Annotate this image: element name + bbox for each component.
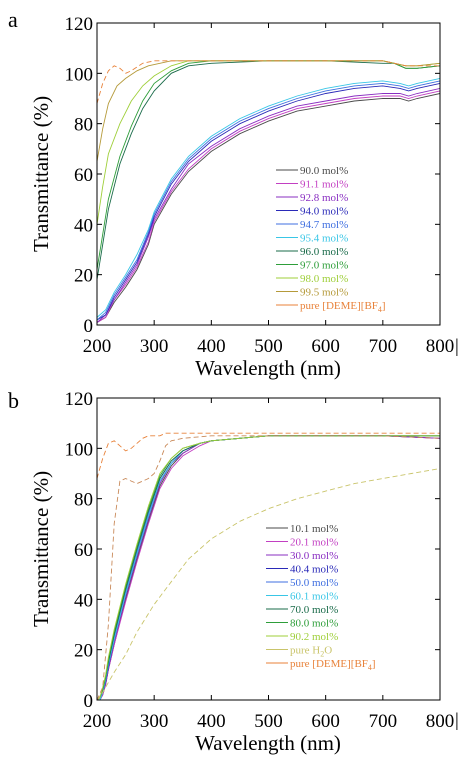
panel-b-series-11 — [96, 435, 441, 701]
panel-b-series-4 — [97, 435, 440, 701]
panel-a-frame — [96, 22, 441, 326]
panel-a-ytick-label: 80 — [74, 115, 93, 136]
panel-b-series-2 — [97, 435, 441, 701]
panel-a-ytick-label: 20 — [74, 266, 93, 287]
panel-a-letter: a — [8, 7, 18, 32]
panel-b-legend-label: 70.0 mol% — [290, 604, 338, 616]
panel-b-series-5 — [97, 435, 440, 701]
panel-a-xtick-label: 300 — [140, 336, 169, 357]
panel-a-series-3 — [96, 82, 441, 321]
panel-b-ytick-label: 20 — [74, 641, 93, 662]
panel-b-ytick-label: 80 — [74, 490, 93, 511]
panel-b-legend-label: 10.1 mol% — [290, 523, 338, 535]
panel-a-ylabel: Transmittance (%) — [29, 96, 53, 252]
panel-b-series-10 — [96, 432, 440, 479]
panel-b-ytick-label: 120 — [65, 389, 94, 410]
panel-b-legend-label: 60.1 mol% — [290, 591, 338, 603]
panel-b-xtick-label: 500 — [254, 711, 283, 732]
panel-a-legend-label: 99.5 mol% — [300, 287, 348, 299]
panel-b-series-6 — [96, 435, 440, 701]
panel-a-series-7 — [96, 60, 441, 270]
panel-b-xtick-label: 700 — [369, 711, 398, 732]
panel-b-plot — [96, 432, 441, 701]
panel-a-legend-label: 97.0 mol% — [300, 260, 348, 272]
panel-b-ytick-label: 100 — [65, 439, 94, 460]
panel-b-ytick-label: 0 — [84, 691, 94, 712]
panel-a-series-5 — [96, 77, 441, 318]
panel-a-legend-label: 94.0 mol% — [300, 206, 348, 218]
panel-b: b Transmittance (%) Wavelength (nm) | 20… — [8, 388, 459, 755]
panel-b-xlabel: Wavelength (nm) — [195, 731, 341, 755]
panel-b-series-8 — [96, 435, 440, 701]
panel-a-legend-label: 98.0 mol% — [300, 273, 348, 285]
panel-a-ytick-label: 60 — [74, 165, 93, 186]
panel-b-xtick-label: 600 — [311, 711, 340, 732]
panel-a-legend-label: 96.0 mol% — [300, 246, 348, 258]
panel-b-xtick-trail: | — [455, 710, 459, 731]
panel-a-ticks: 200 300 400 500 600 700 800 0 20 40 60 80 100 120 — [65, 14, 455, 357]
panel-a-series-2 — [96, 87, 441, 323]
panel-a-legend-label: 95.4 mol% — [300, 233, 348, 245]
panel-a-xtick-trail: | — [455, 336, 459, 357]
panel-b-series-1 — [97, 435, 441, 701]
panel-b-legend-label: 90.2 mol% — [290, 631, 338, 643]
panel-a-legend: 90.0 mol% 91.1 mol%92.8 mol% 94.0 mol%94.7… — [276, 165, 386, 314]
panel-a-series-8 — [96, 60, 441, 225]
panel-a-ytick-label: 120 — [65, 14, 94, 35]
panel-a-legend-label: 91.1 mol% — [300, 179, 348, 191]
panel-b-legend-label: 40.4 mol% — [290, 564, 338, 576]
panel-a-ytick-label: 100 — [65, 64, 94, 85]
panel-a-ytick-label: 40 — [74, 215, 93, 236]
panel-a-xtick-label: 600 — [311, 336, 340, 357]
panel-b-frame — [96, 397, 441, 701]
panel-a-xtick-label: 700 — [369, 336, 398, 357]
panel-b-letter: b — [8, 388, 19, 413]
panel-a-legend-label: pure [DEME][BF4] — [300, 300, 386, 314]
panel-b-series-3 — [97, 435, 440, 701]
panel-a-xtick-label: 400 — [197, 336, 226, 357]
panel-b-ticks: 200 300 400 500 600 700 800 0 20 40 60 80 100 120 — [65, 389, 455, 732]
panel-a-xlabel: Wavelength (nm) — [195, 356, 341, 380]
panel-b-legend-label: 30.0 mol% — [290, 550, 338, 562]
panel-a-ytick-label: 0 — [84, 316, 94, 337]
panel-b-xtick-label: 800 — [426, 711, 455, 732]
panel-b-legend: 10.1 mol% 20.1 mol%30.0 mol% 40.4 mol%50.0… — [266, 523, 376, 672]
panel-b-ytick-label: 40 — [74, 590, 93, 611]
panel-b-series-0 — [97, 435, 441, 701]
panel-b-legend-label: 80.0 mol% — [290, 618, 338, 630]
panel-a-series-1 — [96, 90, 441, 323]
panel-a-xtick-label: 500 — [254, 336, 283, 357]
panel-b-ytick-label: 60 — [74, 540, 93, 561]
panel-b-ylabel: Transmittance (%) — [29, 471, 53, 627]
panel-b-xtick-label: 400 — [197, 711, 226, 732]
panel-a-series-4 — [96, 80, 441, 321]
panel-a-xtick-label: 200 — [83, 336, 112, 357]
panel-a-plot — [96, 60, 441, 323]
panel-a-legend-label: 90.0 mol% — [300, 165, 348, 177]
panel-a-legend-label: 94.7 mol% — [300, 219, 348, 231]
panel-b-xtick-label: 300 — [140, 711, 169, 732]
panel-a-series-0 — [96, 93, 441, 323]
panel-b-legend-label: pure H2O — [290, 645, 332, 659]
panel-b-xtick-label: 200 — [83, 711, 112, 732]
panel-b-legend-label: pure [DEME][BF4] — [290, 658, 376, 672]
panel-b-series-7 — [96, 435, 440, 701]
panel-b-legend-label: 20.1 mol% — [290, 537, 338, 549]
panel-a-legend-label: 92.8 mol% — [300, 192, 348, 204]
panel-a: a Transmittance (%) Wavelength (nm) | 20… — [8, 7, 459, 380]
panel-a-series-10 — [96, 60, 440, 104]
panel-b-legend-label: 50.0 mol% — [290, 577, 338, 589]
panel-a-xtick-label: 800 — [426, 336, 455, 357]
panel-b-series-9 — [96, 468, 441, 701]
